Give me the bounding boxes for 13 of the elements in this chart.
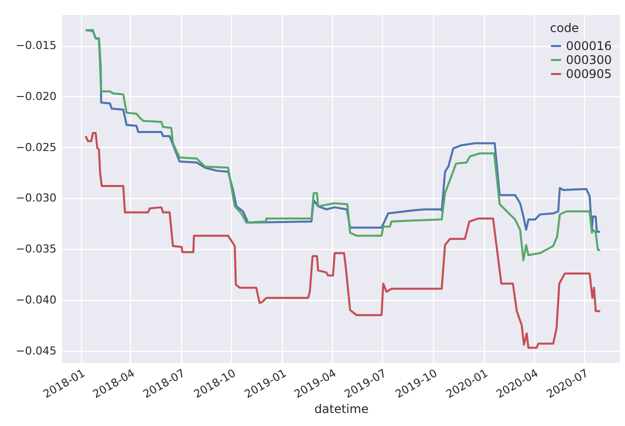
y-tick-label: −0.015	[16, 39, 56, 52]
y-tick-label: −0.040	[16, 293, 56, 306]
x-axis-title: datetime	[314, 402, 369, 416]
y-tick-label: −0.020	[16, 90, 56, 103]
legend-label: 000905	[566, 67, 612, 81]
legend-title: code	[550, 21, 579, 35]
line-series	[84, 132, 602, 349]
legend-label: 000016	[566, 39, 612, 53]
y-tick-label: −0.025	[16, 140, 56, 154]
y-tick-label: −0.035	[16, 242, 56, 256]
y-tick-label: −0.030	[16, 192, 56, 205]
legend-label: 000300	[566, 53, 612, 67]
y-tick-label: −0.045	[16, 344, 56, 358]
